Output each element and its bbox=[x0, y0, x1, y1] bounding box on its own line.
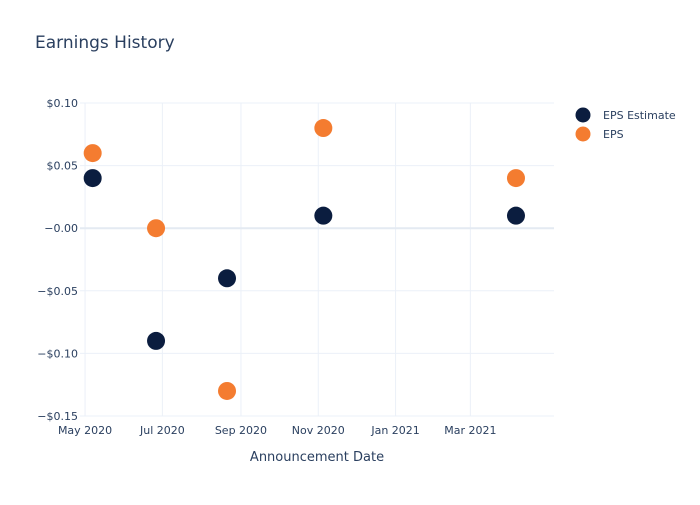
y-tick-label: −$0.10 bbox=[37, 347, 78, 360]
legend-marker-eps bbox=[575, 126, 591, 142]
data-points bbox=[83, 119, 525, 400]
x-tick-label: Nov 2020 bbox=[292, 424, 345, 437]
eps-estimate-point bbox=[314, 206, 333, 225]
x-tick-label: Mar 2021 bbox=[444, 424, 496, 437]
x-axis-title: Announcement Date bbox=[250, 450, 384, 465]
legend: EPS Estimate EPS bbox=[575, 107, 676, 142]
y-tick-label: $0.10 bbox=[47, 97, 79, 110]
x-tick-label: Jul 2020 bbox=[139, 424, 185, 437]
eps-estimate-point bbox=[506, 206, 525, 225]
y-tick-label: $0.05 bbox=[47, 160, 79, 173]
eps-point bbox=[218, 381, 237, 400]
legend-marker-eps-estimate bbox=[575, 107, 591, 123]
chart-title: Earnings History bbox=[35, 33, 175, 53]
y-tick-label: −0.00 bbox=[44, 222, 78, 235]
x-tick-label: May 2020 bbox=[58, 424, 112, 437]
eps-point bbox=[83, 144, 102, 163]
axis-ticks: May 2020 Jul 2020 Sep 2020 Nov 2020 Jan 2021… bbox=[37, 97, 496, 437]
grid-lines bbox=[80, 102, 554, 417]
y-tick-label: −$0.15 bbox=[37, 410, 78, 423]
eps-estimate-point bbox=[218, 269, 237, 288]
y-tick-label: −$0.05 bbox=[37, 285, 78, 298]
eps-point bbox=[314, 119, 333, 138]
eps-estimate-point bbox=[83, 169, 102, 188]
x-tick-label: Jan 2021 bbox=[370, 424, 419, 437]
x-tick-label: Sep 2020 bbox=[215, 424, 267, 437]
eps-point bbox=[147, 219, 166, 238]
legend-label-eps-estimate: EPS Estimate bbox=[603, 109, 676, 122]
legend-label-eps: EPS bbox=[603, 128, 624, 141]
eps-estimate-point bbox=[147, 331, 166, 350]
eps-point bbox=[506, 169, 525, 188]
